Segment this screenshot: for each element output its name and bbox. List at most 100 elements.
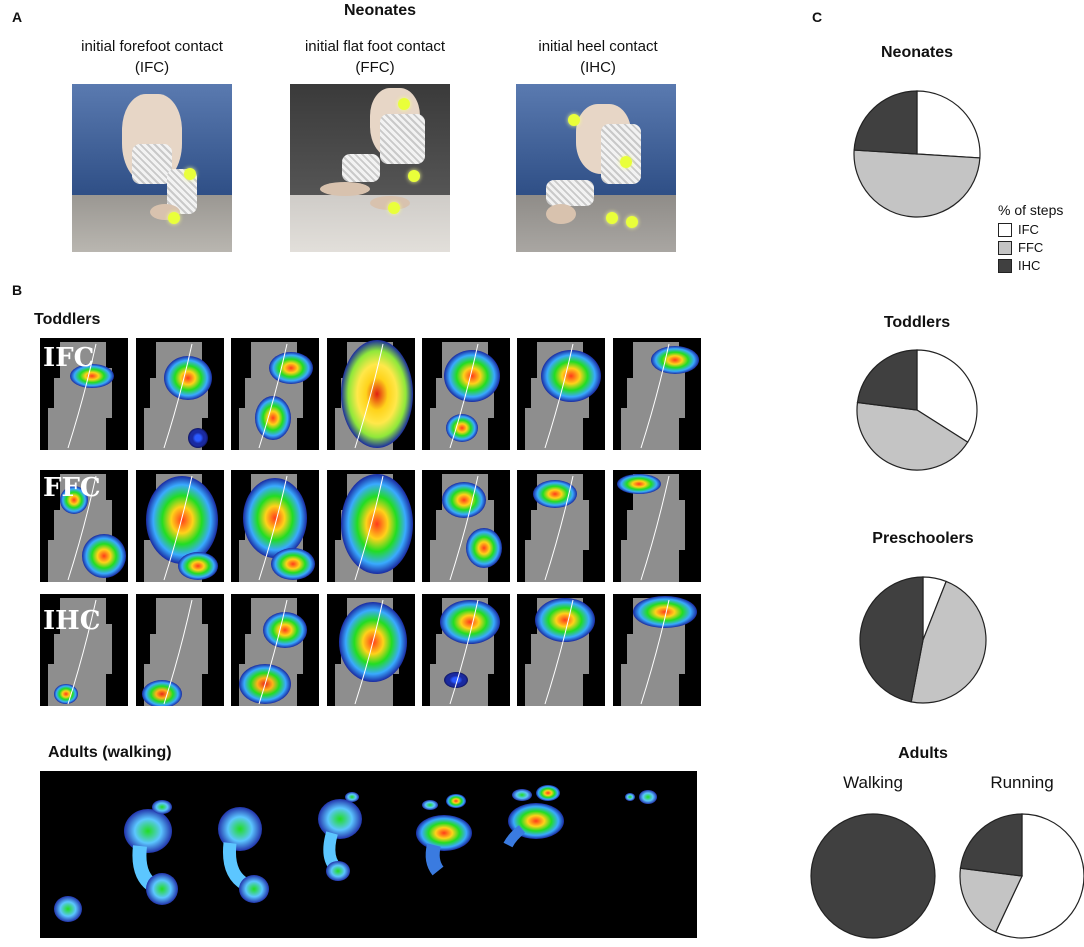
center-of-pressure-line xyxy=(354,343,384,449)
pressure-map-cell xyxy=(422,470,510,582)
footprint xyxy=(218,807,269,903)
adults-walking-header: Adults (walking) xyxy=(48,744,172,761)
footprint xyxy=(625,790,657,804)
pressure-map-cell xyxy=(517,338,605,450)
contact-area xyxy=(48,598,112,706)
footprint xyxy=(416,794,472,876)
center-of-pressure-line xyxy=(640,343,670,449)
contact-caption-line1: initial flat foot contact xyxy=(304,38,446,55)
center-of-pressure-line xyxy=(544,475,574,581)
pressure-map-image xyxy=(335,598,407,706)
neonates-header: Neonates xyxy=(343,2,417,19)
pie-charts: Neonates Toddlers Preschoolers Adults Walkin… xyxy=(790,0,1084,942)
neonate-photo-ifc xyxy=(72,84,232,252)
contact-area xyxy=(144,598,208,706)
pressure-map-image xyxy=(617,474,685,582)
pressure-map-image xyxy=(430,342,500,450)
center-of-pressure-line xyxy=(258,475,288,581)
contact-caption-ffc: initial flat foot contact (FFC) xyxy=(265,36,485,78)
pie-title: Toddlers xyxy=(884,314,950,331)
contact-caption-line2: (IHC) xyxy=(580,59,616,76)
center-of-pressure-line xyxy=(449,475,479,581)
pressure-blob xyxy=(633,596,697,628)
pie-subtitle: Walking xyxy=(843,773,903,792)
pressure-map-cell xyxy=(613,338,701,450)
pressure-map-image xyxy=(239,474,315,582)
pressure-blob xyxy=(164,356,212,400)
contact-caption-line1: initial forefoot contact xyxy=(81,38,223,55)
pressure-map-cell xyxy=(327,338,415,450)
pie-slice-ihc xyxy=(959,813,1023,877)
pressure-blob xyxy=(440,600,500,644)
pressure-blob xyxy=(54,684,78,704)
pie-slice-ffc xyxy=(910,580,987,704)
pressure-map-image xyxy=(144,474,218,582)
pressure-map-image xyxy=(48,598,112,706)
pressure-map-image xyxy=(621,596,697,706)
pressure-blob xyxy=(263,612,307,648)
pressure-blob xyxy=(60,486,88,514)
center-of-pressure-line xyxy=(449,599,479,705)
contact-caption-line2: (FFC) xyxy=(355,59,395,76)
legend-label: IHC xyxy=(1018,258,1041,273)
contact-area xyxy=(621,474,685,582)
pressure-map-cell xyxy=(327,470,415,582)
pressure-map-cell xyxy=(422,338,510,450)
panel-label-a: A xyxy=(12,9,23,25)
pie-slice-ihc xyxy=(853,90,918,155)
adult-footprint-heatmap xyxy=(54,785,657,922)
pressure-map-cell xyxy=(517,470,605,582)
contact-caption-line1: initial heel contact xyxy=(538,38,658,55)
pressure-map-cell xyxy=(231,594,319,706)
toddlers-header: Toddlers xyxy=(34,311,101,328)
center-of-pressure-line xyxy=(67,475,97,581)
pressure-map-cell xyxy=(40,594,128,706)
pressure-blob xyxy=(444,672,468,688)
pressure-blob xyxy=(442,482,486,518)
pressure-map-image xyxy=(239,342,313,450)
pie-title: Adults xyxy=(898,745,948,762)
contact-caption-ifc: initial forefoot contact (IFC) xyxy=(42,36,262,78)
center-of-pressure-line xyxy=(449,343,479,449)
pie-slice-ifc xyxy=(916,90,981,159)
pie-slice-ihc xyxy=(859,576,924,703)
center-of-pressure-line xyxy=(640,599,670,705)
toddler-pressure-grid xyxy=(40,338,704,712)
pressure-map-image xyxy=(239,598,307,706)
pie-svg: Neonates Toddlers Preschoolers Adults Walkin… xyxy=(810,44,1084,939)
pressure-blob xyxy=(178,552,218,580)
pressure-blob xyxy=(341,474,413,574)
pressure-blob xyxy=(82,534,126,578)
pressure-map-cell xyxy=(136,594,224,706)
center-of-pressure-line xyxy=(354,599,384,705)
contact-caption-ihc: initial heel contact (IHC) xyxy=(488,36,708,78)
legend-label: IFC xyxy=(1018,222,1039,237)
center-of-pressure-line xyxy=(544,599,574,705)
legend-swatch xyxy=(998,240,1012,255)
center-of-pressure-line xyxy=(163,343,193,449)
center-of-pressure-line xyxy=(67,599,97,705)
center-of-pressure-line xyxy=(258,343,288,449)
pressure-blob xyxy=(541,350,601,402)
center-of-pressure-line xyxy=(544,343,574,449)
pressure-map-cell xyxy=(517,594,605,706)
center-of-pressure-line xyxy=(67,343,97,449)
pie-title: Preschoolers xyxy=(872,530,973,547)
center-of-pressure-line xyxy=(163,475,193,581)
legend-item-ihc: IHC xyxy=(998,258,1063,273)
pressure-map-cell xyxy=(40,338,128,450)
pressure-blob xyxy=(269,352,313,384)
pie-legend: % of steps IFC FFC IHC xyxy=(998,202,1063,273)
pressure-blob xyxy=(466,528,502,568)
pressure-map-image xyxy=(525,598,595,706)
row-label-ffc: FFC xyxy=(43,473,101,503)
pressure-map-image xyxy=(335,474,413,582)
pressure-map-cell xyxy=(40,470,128,582)
footprint xyxy=(124,800,178,905)
pressure-map-cell xyxy=(327,594,415,706)
pressure-map-image xyxy=(525,474,589,582)
pressure-map-cell xyxy=(231,470,319,582)
neonate-photo-ffc xyxy=(290,84,450,252)
pressure-map-cell xyxy=(613,594,701,706)
pressure-blob xyxy=(617,474,661,494)
